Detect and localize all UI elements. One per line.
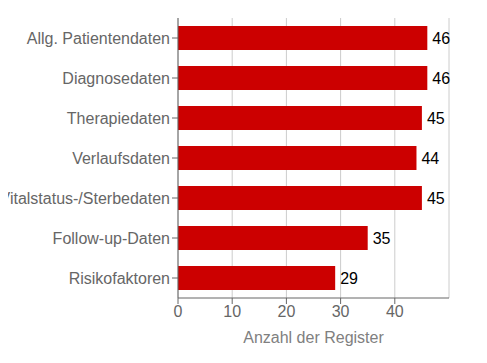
svg-text:45: 45: [427, 190, 445, 207]
svg-text:44: 44: [421, 150, 439, 167]
svg-text:46: 46: [432, 30, 450, 47]
svg-text:10: 10: [223, 303, 241, 320]
svg-text:46: 46: [432, 70, 450, 87]
svg-text:40: 40: [386, 303, 404, 320]
svg-text:35: 35: [373, 230, 391, 247]
svg-text:0: 0: [174, 303, 183, 320]
svg-text:Allg. Patientendaten: Allg. Patientendaten: [27, 30, 170, 47]
svg-text:Vitalstatus-/Sterbedaten: Vitalstatus-/Sterbedaten: [8, 190, 170, 207]
svg-text:Diagnosedaten: Diagnosedaten: [62, 70, 170, 87]
svg-text:30: 30: [332, 303, 350, 320]
svg-text:45: 45: [427, 110, 445, 127]
svg-text:Verlaufsdaten: Verlaufsdaten: [72, 150, 170, 167]
svg-text:20: 20: [278, 303, 296, 320]
svg-text:Follow-up-Daten: Follow-up-Daten: [53, 230, 170, 247]
svg-text:Risikofaktoren: Risikofaktoren: [69, 270, 170, 287]
svg-text:Anzahl der Register: Anzahl der Register: [243, 329, 384, 346]
svg-text:29: 29: [340, 270, 358, 287]
svg-text:Therapiedaten: Therapiedaten: [67, 110, 170, 127]
